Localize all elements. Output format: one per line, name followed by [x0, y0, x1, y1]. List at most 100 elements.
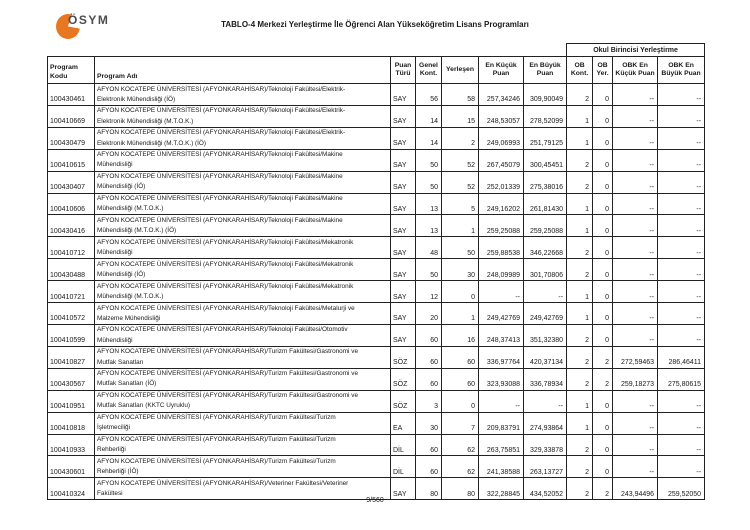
programs-table-wrap: Okul Birincisi Yerleştirme Program Kodu …: [47, 43, 706, 501]
ob-quota-cell: 1: [566, 302, 594, 325]
ob-placed-cell: 0: [592, 280, 614, 304]
obk-min-score-cell: --: [612, 148, 659, 172]
general-quota-cell: 60: [415, 433, 442, 457]
program-name-line2: Rehberliği (İÖ): [97, 468, 139, 476]
score-type-cell: SAY: [390, 280, 416, 304]
obk-max-score-cell: --: [657, 323, 706, 347]
obk-max-score-cell: --: [657, 126, 706, 150]
program-name-cell: AFYON KOCATEPE ÜNİVERSİTESİ (AFYONKARAHİ…: [94, 389, 391, 413]
table-row: 100410615 AFYON KOCATEPE ÜNİVERSİTESİ (A…: [47, 148, 706, 172]
obk-min-score-cell: 259,18273: [612, 367, 659, 391]
ob-placed-cell: 0: [592, 302, 614, 325]
ob-quota-cell: 2: [566, 367, 594, 391]
max-score-cell: 434,52052: [522, 477, 568, 501]
obk-max-score-cell: --: [657, 411, 706, 435]
min-score-cell: 252,01339: [478, 170, 524, 194]
program-name-cell: AFYON KOCATEPE ÜNİVERSİTESİ (AFYONKARAHİ…: [94, 126, 391, 150]
program-name-line2: Mühendisliği (M.T.O.K.): [97, 205, 164, 213]
score-type-cell: SAY: [390, 148, 416, 172]
program-name-line2: Mutfak Sanatları: [97, 358, 144, 366]
table-row: 100430488 AFYON KOCATEPE ÜNİVERSİTESİ (A…: [47, 258, 706, 282]
program-name-line2: Mühendisliği (M.T.O.K.): [97, 292, 164, 300]
placed-count-cell: 2: [441, 126, 479, 150]
obk-min-score-cell: --: [612, 192, 659, 216]
score-type-cell: SAY: [390, 258, 416, 282]
ob-placed-cell: 0: [592, 236, 614, 260]
program-name-line1: AFYON KOCATEPE ÜNİVERSİTESİ (AFYONKARAHİ…: [97, 195, 343, 203]
obk-min-score-cell: --: [612, 302, 659, 325]
min-score-cell: 267,45079: [478, 148, 524, 172]
placed-count-cell: 60: [441, 367, 479, 391]
program-name-cell: AFYON KOCATEPE ÜNİVERSİTESİ (AFYONKARAHİ…: [94, 345, 391, 369]
ob-placed-cell: 0: [592, 455, 614, 479]
max-score-cell: 329,33878: [522, 433, 568, 457]
group-header-cell: Okul Birincisi Yerleştirme: [566, 43, 706, 57]
placed-count-cell: 62: [441, 455, 479, 479]
ob-quota-cell: 2: [566, 258, 594, 282]
program-name-cell: AFYON KOCATEPE ÜNİVERSİTESİ (AFYONKARAHİ…: [94, 280, 391, 304]
program-name-cell: AFYON KOCATEPE ÜNİVERSİTESİ (AFYONKARAHİ…: [94, 367, 391, 391]
table-row: 100430461 AFYON KOCATEPE ÜNİVERSİTESİ (A…: [47, 83, 706, 106]
max-score-cell: 301,70806: [522, 258, 568, 282]
placed-count-cell: 16: [441, 323, 479, 347]
program-name-line2: Elektronik Mühendisliği (M.T.O.K.): [97, 117, 194, 125]
column-header-obk-en-buyuk-puan: OBK En Büyük Puan: [657, 56, 706, 84]
obk-min-score-cell: --: [612, 104, 659, 128]
placed-count-cell: 52: [441, 148, 479, 172]
general-quota-cell: 13: [415, 192, 442, 216]
obk-max-score-cell: --: [657, 302, 706, 325]
page-number: 9/560: [366, 497, 384, 504]
osym-logo-circle-icon: [56, 14, 80, 39]
max-score-cell: 275,38016: [522, 170, 568, 194]
program-name-line1: AFYON KOCATEPE ÜNİVERSİTESİ (AFYONKARAHİ…: [97, 216, 343, 224]
score-type-cell: SAY: [390, 83, 416, 106]
max-score-cell: 309,90049: [522, 83, 568, 106]
max-score-cell: 261,81430: [522, 192, 568, 216]
program-code-cell: 100410669: [47, 104, 95, 128]
program-name-cell: AFYON KOCATEPE ÜNİVERSİTESİ (AFYONKARAHİ…: [94, 477, 391, 501]
ob-quota-cell: 1: [566, 126, 594, 150]
score-type-cell: DİL: [390, 433, 416, 457]
ob-placed-cell: 0: [592, 433, 614, 457]
max-score-cell: 251,79125: [522, 126, 568, 150]
score-type-cell: SAY: [390, 104, 416, 128]
program-name-cell: AFYON KOCATEPE ÜNİVERSİTESİ (AFYONKARAHİ…: [94, 411, 391, 435]
min-score-cell: 248,09989: [478, 258, 524, 282]
ob-placed-cell: 0: [592, 148, 614, 172]
placed-count-cell: 5: [441, 192, 479, 216]
obk-min-score-cell: --: [612, 433, 659, 457]
obk-min-score-cell: --: [612, 389, 659, 413]
table-row: 100430567 AFYON KOCATEPE ÜNİVERSİTESİ (A…: [47, 367, 706, 391]
group-header-spacer: [48, 44, 567, 57]
score-type-cell: SAY: [390, 214, 416, 238]
ob-quota-cell: 1: [566, 411, 594, 435]
score-type-cell: SÖZ: [390, 367, 416, 391]
general-quota-cell: 12: [415, 280, 442, 304]
ob-placed-cell: 2: [592, 367, 614, 391]
ob-placed-cell: 0: [592, 214, 614, 238]
ob-quota-cell: 1: [566, 104, 594, 128]
program-name-line1: AFYON KOCATEPE ÜNİVERSİTESİ (AFYONKARAHİ…: [97, 107, 346, 115]
column-header-program-adi: Program Adı: [94, 56, 391, 84]
program-name-line1: AFYON KOCATEPE ÜNİVERSİTESİ (AFYONKARAHİ…: [97, 129, 346, 137]
obk-min-score-cell: --: [612, 258, 659, 282]
program-name-line2: İşletmeciliği: [97, 424, 131, 432]
program-name-line1: AFYON KOCATEPE ÜNİVERSİTESİ (AFYONKARAHİ…: [97, 282, 354, 290]
program-name-line1: AFYON KOCATEPE ÜNİVERSİTESİ (AFYONKARAHİ…: [97, 414, 336, 422]
general-quota-cell: 60: [415, 367, 442, 391]
placed-count-cell: 58: [441, 83, 479, 106]
placed-count-cell: 60: [441, 345, 479, 369]
table-row: 100410669 AFYON KOCATEPE ÜNİVERSİTESİ (A…: [47, 104, 706, 128]
program-code-cell: 100410615: [47, 148, 95, 172]
obk-max-score-cell: --: [657, 455, 706, 479]
obk-min-score-cell: --: [612, 455, 659, 479]
ob-quota-cell: 2: [566, 323, 594, 347]
obk-max-score-cell: --: [657, 170, 706, 194]
program-code-cell: 100430461: [47, 83, 95, 106]
min-score-cell: 209,83791: [478, 411, 524, 435]
general-quota-cell: 60: [415, 455, 442, 479]
table-row: 100430416 AFYON KOCATEPE ÜNİVERSİTESİ (A…: [47, 214, 706, 238]
program-name-cell: AFYON KOCATEPE ÜNİVERSİTESİ (AFYONKARAHİ…: [94, 323, 391, 347]
table-row: 100410721 AFYON KOCATEPE ÜNİVERSİTESİ (A…: [47, 280, 706, 304]
program-name-line1: AFYON KOCATEPE ÜNİVERSİTESİ (AFYONKARAHİ…: [97, 348, 359, 356]
